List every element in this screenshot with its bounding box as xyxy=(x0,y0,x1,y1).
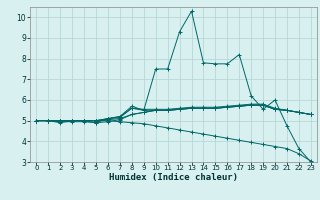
X-axis label: Humidex (Indice chaleur): Humidex (Indice chaleur) xyxy=(109,173,238,182)
